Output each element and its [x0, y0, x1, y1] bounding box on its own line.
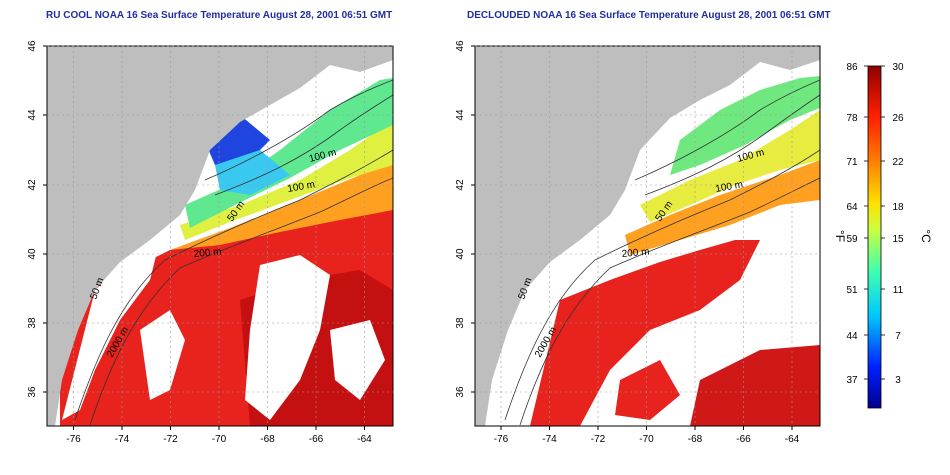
- right-map-title: DECLOUDED NOAA 16 Sea Surface Temperatur…: [467, 10, 831, 21]
- fahrenheit-unit-label: °F: [833, 230, 847, 242]
- bathymetry-contours: [74, 79, 393, 426]
- land-mass: [475, 46, 820, 426]
- shelf-band-green: [670, 76, 820, 175]
- x-tick-label: -66: [736, 434, 751, 445]
- colorbar-f-label: 59: [846, 234, 858, 245]
- colorbar-f-label: 86: [846, 62, 858, 73]
- x-tick-label: -68: [260, 434, 275, 445]
- shelf-band-orange: [170, 160, 393, 250]
- y-tick-label: 38: [27, 317, 38, 329]
- x-tick-label: -72: [591, 434, 606, 445]
- x-tick-label: -64: [357, 434, 372, 445]
- left-y-axis: 46 44 42 40 38 36: [27, 40, 47, 398]
- x-tick-label: -66: [309, 434, 324, 445]
- colorbar-c-label: 15: [892, 234, 904, 245]
- y-tick-label: 44: [27, 109, 38, 121]
- cloud-patch: [245, 255, 330, 420]
- cloud-patch: [330, 320, 385, 400]
- colorbar-c-label: 30: [892, 62, 904, 73]
- right-map-frame: [474, 45, 821, 427]
- contour-label: 200 m: [621, 247, 650, 260]
- colorbar-fahrenheit-ticks: 86 78 71 64 59 51 44 37: [846, 62, 868, 386]
- y-tick-label: 44: [455, 109, 466, 121]
- y-tick-label: 36: [27, 386, 38, 398]
- y-tick-label: 38: [455, 317, 466, 329]
- colorbar-c-label: 3: [895, 375, 901, 386]
- colorbar-c-label: 7: [895, 331, 901, 342]
- coastal-cloud-strip: [62, 240, 160, 420]
- colorbar-f-label: 78: [846, 113, 858, 124]
- temperature-colorbar: [867, 65, 882, 409]
- colorbar-celsius-ticks: 30 26 22 18 15 11 7 3: [881, 62, 904, 386]
- left-map-title: RU COOL NOAA 16 Sea Surface Temperature …: [46, 10, 393, 21]
- y-tick-label: 42: [27, 179, 38, 191]
- y-tick-label: 46: [27, 40, 38, 52]
- cold-water-cyan: [215, 150, 290, 195]
- warm-water-region: [530, 240, 760, 426]
- contour-label: 100 m: [287, 179, 316, 195]
- colorbar-c-label: 22: [892, 157, 904, 168]
- x-tick-label: -76: [66, 434, 81, 445]
- colorbar-f-label: 71: [846, 157, 858, 168]
- right-gridlines: [475, 45, 820, 426]
- warm-water-region: [615, 360, 680, 420]
- left-gridlines: [47, 45, 393, 426]
- celsius-unit-label: °C: [919, 229, 933, 243]
- colorbar-c-label: 18: [892, 202, 904, 213]
- colorbar-c-label: 26: [892, 113, 904, 124]
- cloud-patch: [140, 310, 185, 400]
- x-tick-label: -70: [639, 434, 654, 445]
- sst-map-declouded: [475, 46, 820, 426]
- x-tick-label: -70: [212, 434, 227, 445]
- y-tick-label: 36: [455, 386, 466, 398]
- land-mass: [47, 46, 393, 426]
- shelf-band-yellow: [640, 110, 820, 222]
- x-tick-label: -64: [785, 434, 800, 445]
- colorbar-f-label: 64: [846, 202, 858, 213]
- y-tick-label: 40: [455, 248, 466, 260]
- x-tick-label: -74: [115, 434, 130, 445]
- warm-water-region: [690, 345, 820, 426]
- shelf-band-orange: [625, 160, 820, 255]
- contour-label: 100 m: [715, 179, 744, 195]
- y-tick-label: 40: [27, 248, 38, 260]
- x-tick-label: -76: [494, 434, 509, 445]
- x-tick-label: -68: [688, 434, 703, 445]
- y-tick-label: 42: [455, 179, 466, 191]
- colorbar-c-label: 11: [893, 285, 904, 296]
- left-map-frame: [46, 45, 394, 427]
- sst-map-cool: [47, 46, 393, 426]
- left-x-axis: -76 -74 -72 -70 -68 -66 -64: [66, 426, 372, 445]
- x-tick-label: -72: [163, 434, 178, 445]
- right-y-axis: 46 44 42 40 38 36: [455, 40, 475, 398]
- right-x-axis: -76 -74 -72 -70 -68 -66 -64: [494, 426, 800, 445]
- x-tick-label: -74: [542, 434, 557, 445]
- contour-label: 200 m: [193, 247, 222, 260]
- colorbar-f-label: 44: [846, 331, 858, 342]
- shelf-band-yellow: [180, 120, 393, 240]
- colorbar-f-label: 37: [846, 375, 858, 386]
- colorbar-f-label: 51: [846, 285, 858, 296]
- y-tick-label: 46: [455, 40, 466, 52]
